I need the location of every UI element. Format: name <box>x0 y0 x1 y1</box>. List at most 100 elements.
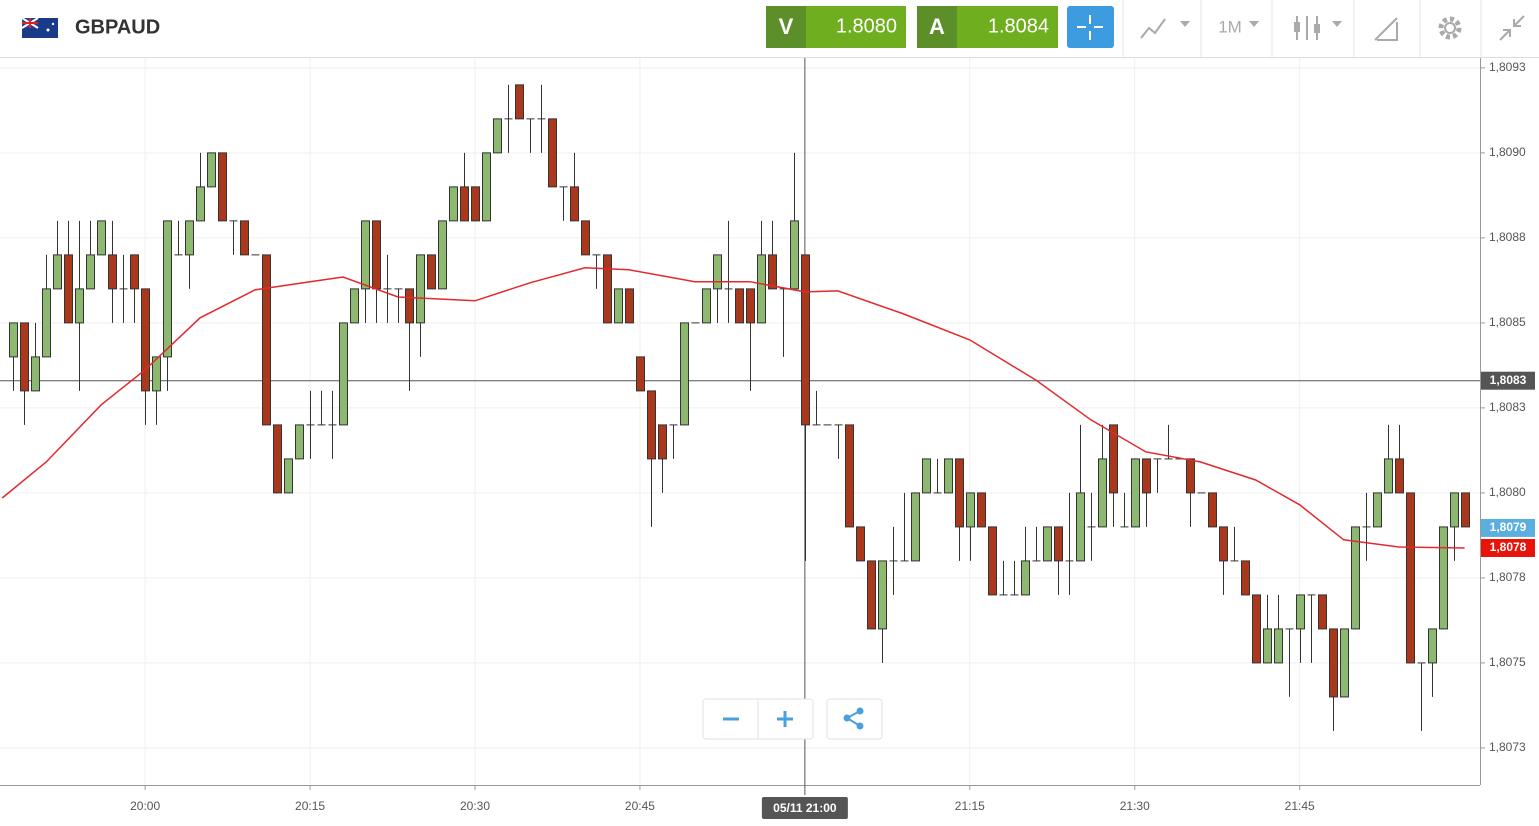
candle-body <box>1450 492 1459 528</box>
candle-body <box>1043 526 1052 562</box>
candle-body <box>75 288 84 324</box>
toolbar-icons: 1M <box>1122 0 1525 57</box>
candle-body <box>658 424 667 460</box>
zoom-in[interactable] <box>777 711 793 727</box>
buy-label-bg[interactable] <box>917 6 957 48</box>
candle-body <box>856 526 865 562</box>
x-tick-label: 20:00 <box>130 799 160 813</box>
y-tick-label: 1,8080 <box>1489 485 1526 499</box>
price-tag-label: 1,8078 <box>1490 540 1527 554</box>
candle-body <box>603 254 612 324</box>
y-tick-label: 1,8075 <box>1489 655 1526 669</box>
buy-price: 1.8084 <box>988 15 1049 37</box>
candle-body <box>416 254 425 324</box>
settings-icon-core <box>1444 22 1456 34</box>
candle-body <box>163 220 172 358</box>
plot-area: 1,8073 1,8075 1,8078 1,8080 1,8083 1,8085 1,80… <box>0 58 1535 819</box>
buy-button[interactable]: A 1.8084 <box>917 6 1058 48</box>
candle-icon-body <box>1294 22 1300 32</box>
candle-body <box>20 322 29 392</box>
candle-body <box>1461 492 1470 528</box>
sell-button[interactable]: V 1.8080 <box>766 6 906 48</box>
candle-body <box>361 220 370 290</box>
draw-icon[interactable] <box>1374 17 1398 41</box>
candle-body <box>240 220 249 256</box>
candle-body <box>636 356 645 392</box>
price-tag <box>1481 518 1535 537</box>
candle-body <box>570 186 579 222</box>
x-tick-label: 20:45 <box>625 799 655 813</box>
candle-body <box>1098 458 1107 528</box>
candle-body <box>515 84 524 120</box>
candle-body <box>86 254 95 290</box>
buy-label: A <box>929 14 945 39</box>
candle-body <box>1340 628 1349 698</box>
candle-body <box>790 220 799 290</box>
collapse-icon[interactable] <box>1499 15 1525 41</box>
x-tick-label: 20:30 <box>460 799 490 813</box>
candle-body <box>405 288 414 324</box>
candle-body <box>207 152 216 188</box>
y-tick-label: 1,8083 <box>1489 400 1526 414</box>
candle-body <box>1219 526 1228 562</box>
x-tick-label: 21:45 <box>1285 799 1315 813</box>
candle-body <box>471 186 480 222</box>
y-tick-label: 1,8078 <box>1489 570 1526 584</box>
candle-body <box>625 288 634 324</box>
candle-body <box>372 220 381 290</box>
candle-body <box>1054 526 1063 562</box>
x-tick-label: 21:30 <box>1120 799 1150 813</box>
toolbar: GBPAUD V 1.8080 A 1.8084 1M <box>0 0 1539 58</box>
y-tick-label: 1,8073 <box>1489 740 1526 754</box>
zoom-controls <box>702 698 883 740</box>
caret <box>1249 21 1259 27</box>
candle-body <box>757 254 766 324</box>
candle-body <box>1428 628 1437 664</box>
timeframe[interactable]: 1M <box>1218 17 1242 36</box>
candle-body <box>427 254 436 290</box>
candle-body <box>53 254 62 290</box>
flag <box>21 17 58 38</box>
candle-body <box>9 322 18 358</box>
x-tick-label: 20:15 <box>295 799 325 813</box>
crosshair-button[interactable] <box>1067 6 1114 48</box>
candle-body <box>196 186 205 222</box>
candle-body <box>218 152 227 222</box>
candle-body <box>977 492 986 528</box>
candle-body <box>801 254 810 426</box>
crosshair-bg[interactable] <box>1067 6 1114 48</box>
chart-type-icon[interactable] <box>1140 18 1166 39</box>
candle-body <box>911 492 920 562</box>
candle-body <box>614 288 623 324</box>
crosshair-y-label: 1,8083 <box>1490 373 1527 387</box>
candle-body <box>108 254 117 290</box>
candle-body <box>746 288 755 324</box>
candle-body <box>988 526 997 596</box>
candle-body <box>1395 458 1404 494</box>
price-tag-label: 1,8079 <box>1490 520 1527 534</box>
sell-price: 1.8080 <box>836 15 897 37</box>
candle-body <box>273 424 282 494</box>
candle-body <box>1252 594 1261 664</box>
candle-body <box>460 186 469 222</box>
candle-body <box>867 560 876 630</box>
share-box[interactable] <box>826 698 883 740</box>
candle-body <box>845 424 854 528</box>
candle-body <box>1296 594 1305 630</box>
candle-body <box>152 356 161 392</box>
sell-label-bg[interactable] <box>766 6 806 48</box>
candle-body <box>966 492 975 528</box>
y-tick-label: 1,8088 <box>1489 230 1526 244</box>
crosshair-x-label: 05/11 21:00 <box>773 801 837 815</box>
share-icon[interactable] <box>843 707 864 730</box>
candle-body <box>1142 458 1151 494</box>
candle-body <box>1131 458 1140 528</box>
settings-icon[interactable] <box>1438 16 1462 40</box>
candle-body <box>42 288 51 358</box>
candle-body <box>284 458 293 494</box>
candle-body <box>493 118 502 154</box>
share-lines <box>844 710 861 727</box>
candle-body <box>878 560 887 630</box>
y-tick-label: 1,8093 <box>1489 60 1526 74</box>
